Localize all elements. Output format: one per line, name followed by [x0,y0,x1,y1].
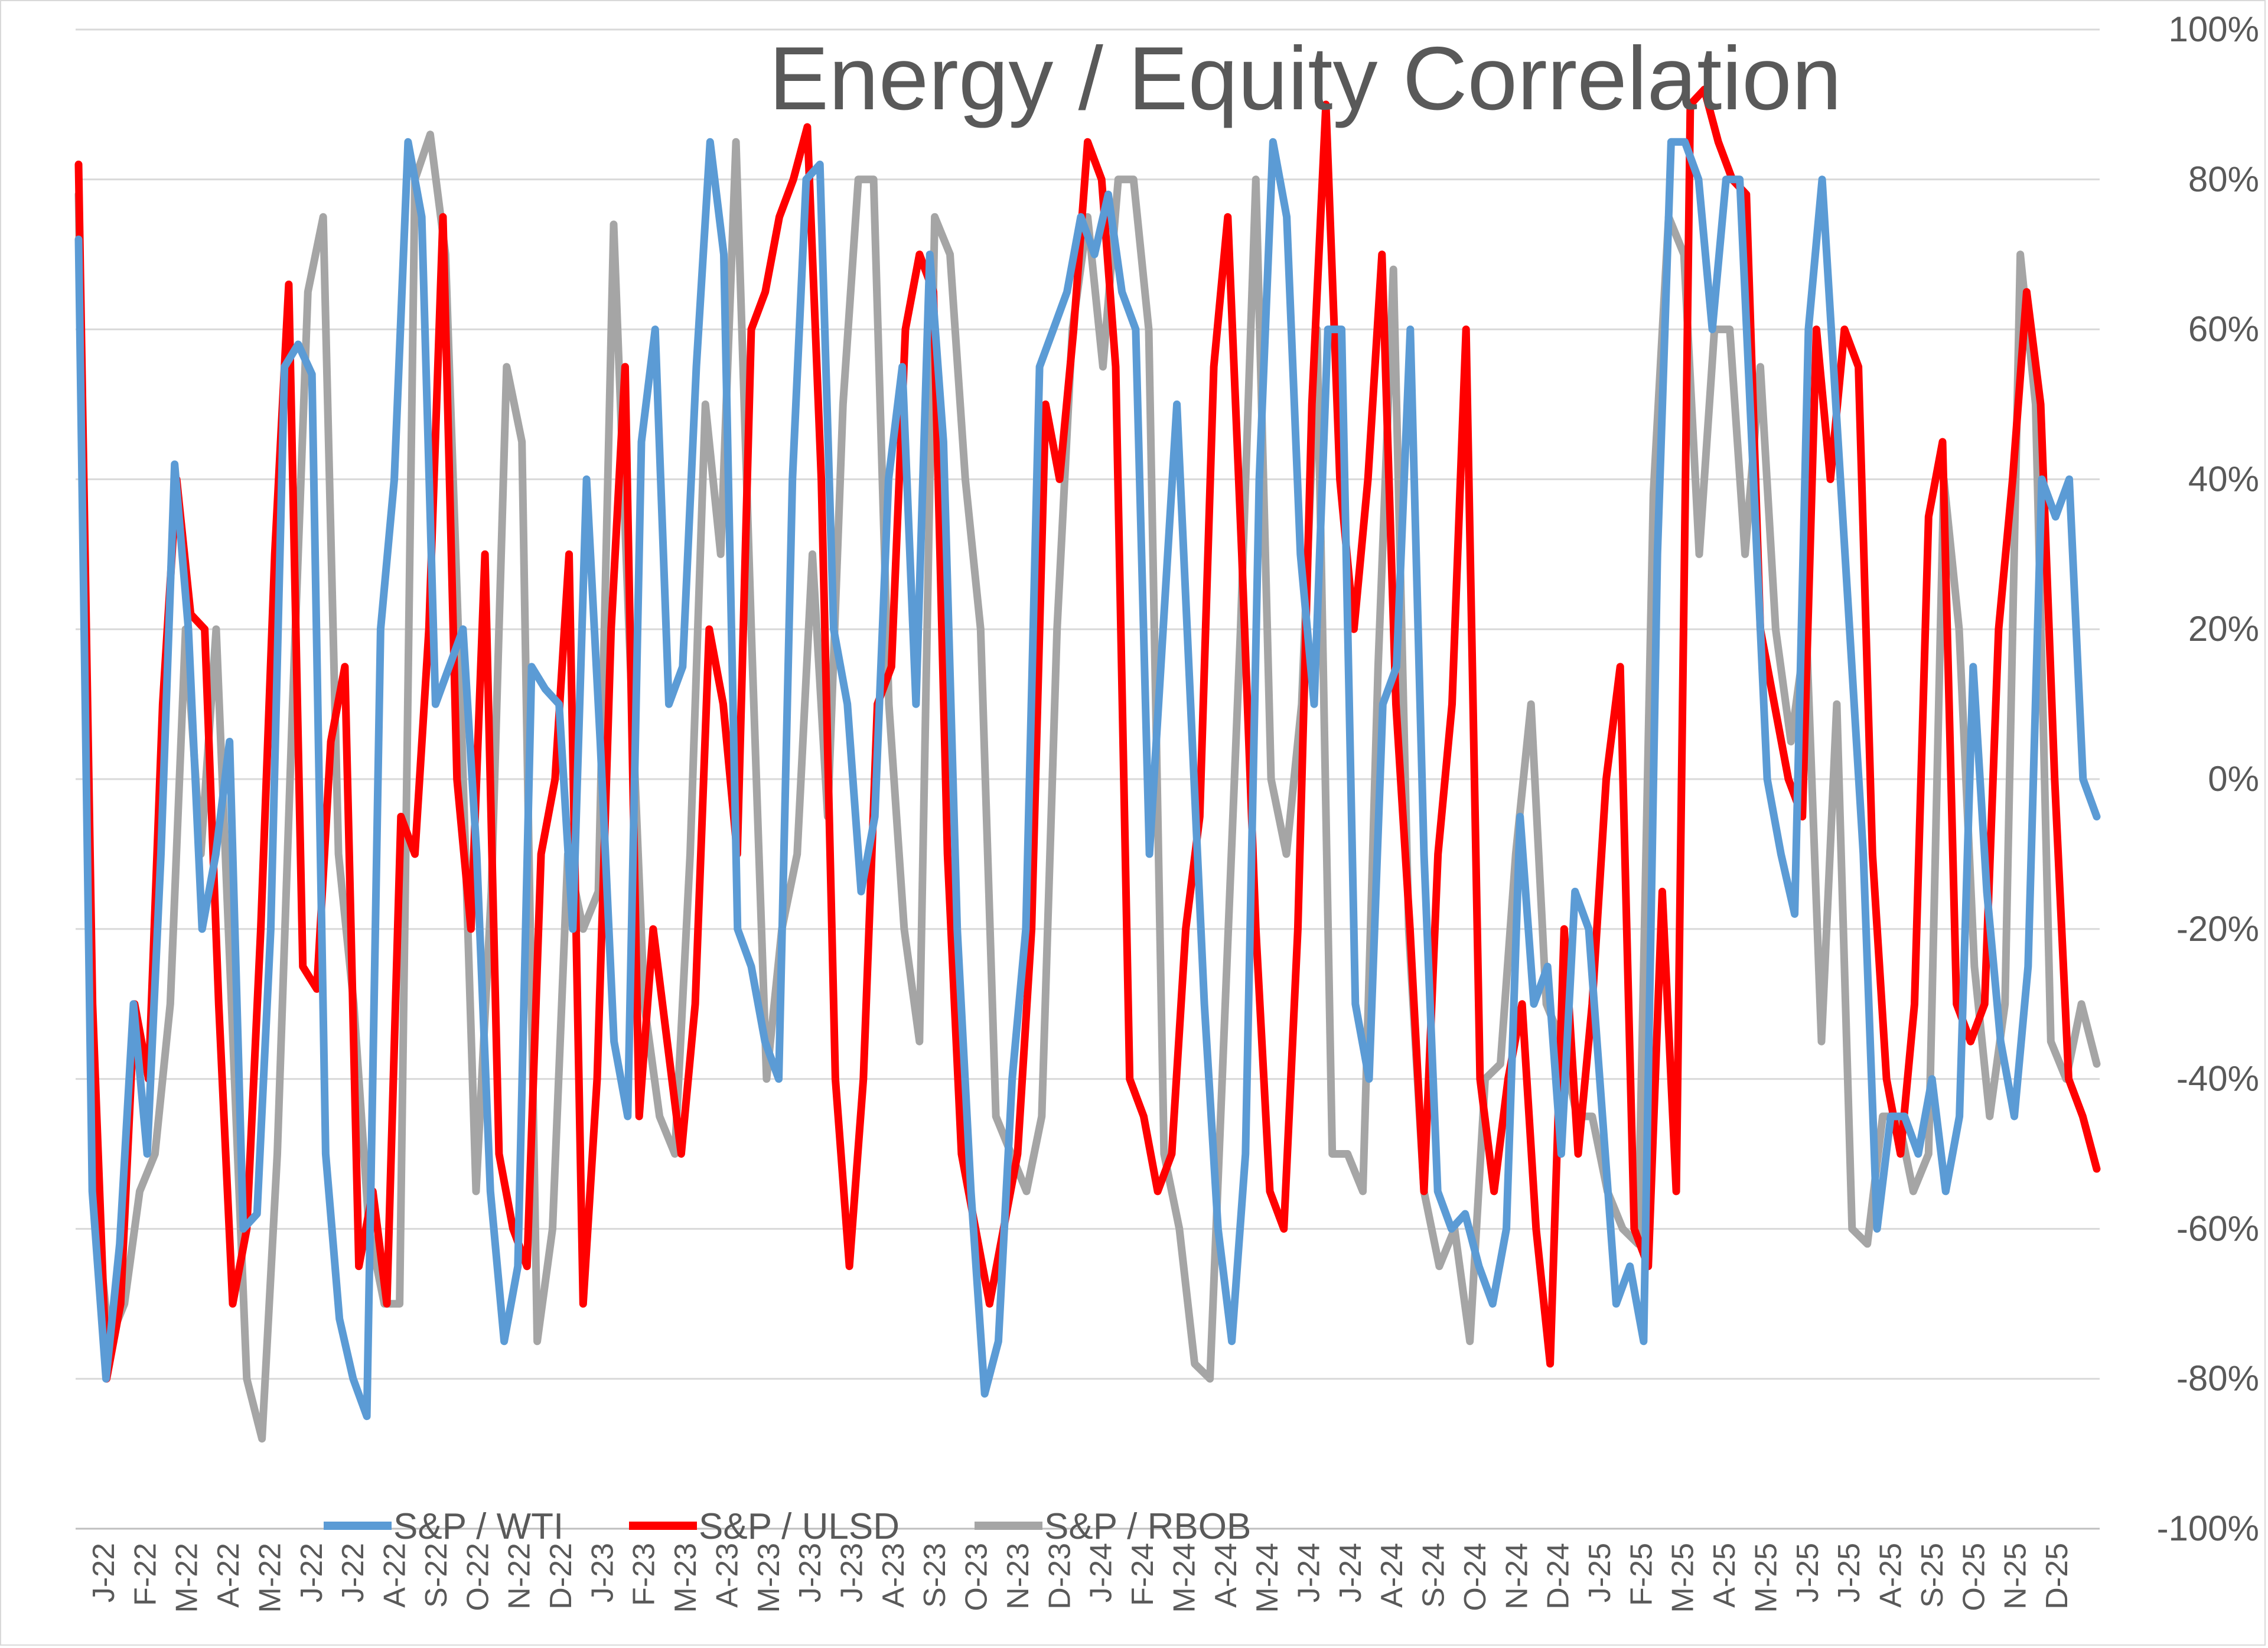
x-tick-label: O-22 [461,1543,495,1611]
y-tick-label: -80% [2176,1359,2259,1398]
x-tick-label: N-22 [503,1543,537,1610]
x-tick-label: M-25 [1666,1543,1700,1613]
x-tick-label: A-25 [1707,1543,1742,1608]
x-tick-label: M-25 [1749,1543,1784,1613]
x-tick-label: A-24 [1375,1543,1409,1608]
x-tick-label: F-25 [1624,1543,1658,1606]
y-tick-label: 0% [2208,759,2259,799]
legend: S&P / WTI S&P / ULSD S&P / RBOB [324,1506,1251,1547]
x-tick-label: N-23 [1001,1543,1035,1610]
x-tick-label: S-25 [1915,1543,1950,1608]
x-tick-label: M-23 [669,1543,703,1613]
x-tick-label: D-23 [1042,1543,1077,1610]
x-tick-label: S-22 [419,1543,454,1608]
series-lines [74,86,2101,1443]
x-tick-label: J-24 [1292,1543,1327,1603]
x-tick-label: A-23 [710,1543,744,1608]
x-tick-label: A-22 [211,1543,246,1608]
x-tick-label: M-23 [752,1543,786,1613]
x-tick-label: N-24 [1500,1543,1534,1610]
x-tick-label: J-24 [1334,1543,1368,1603]
x-tick-label: M-22 [170,1543,204,1613]
x-tick-label: J-25 [1832,1543,1866,1603]
x-tick-label: J-22 [295,1543,329,1603]
x-tick-label: J-22 [336,1543,370,1603]
x-tick-label: M-24 [1167,1543,1201,1613]
x-tick-label: M-22 [253,1543,287,1613]
x-tick-label: S-24 [1417,1543,1451,1608]
y-tick-label: 40% [2188,459,2259,499]
y-tick-label: 20% [2188,609,2259,649]
legend-label: S&P / RBOB [1044,1506,1251,1547]
y-tick-label: 100% [2169,9,2259,49]
legend-label: S&P / WTI [393,1506,563,1547]
x-tick-label: J-23 [793,1543,827,1603]
x-tick-label: F-22 [128,1543,162,1606]
x-tick-label: A-25 [1874,1543,1908,1608]
y-tick-label: -20% [2176,909,2259,949]
chart-title: Energy / Equity Correlation [769,28,1842,129]
x-tick-label: O-23 [960,1543,994,1611]
y-axis-tick-labels: 100% 80% 60% 40% 20% 0% -20% -40% -60% -80% -100% [2157,9,2259,1548]
x-tick-label: J-22 [87,1543,121,1603]
x-tick-label: J-23 [585,1543,620,1603]
x-tick-label: A-24 [1209,1543,1243,1608]
x-tick-label: J-23 [835,1543,869,1603]
x-tick-label: M-24 [1250,1543,1285,1613]
x-tick-label: A-22 [378,1543,412,1608]
x-tick-label: F-23 [627,1543,662,1606]
x-tick-label: F-24 [1126,1543,1160,1606]
x-tick-label: O-24 [1458,1543,1493,1611]
series-line-wti [74,138,2101,1421]
x-tick-label: J-24 [1084,1543,1119,1603]
y-tick-label: 80% [2188,159,2259,199]
x-tick-label: J-25 [1583,1543,1617,1603]
y-tick-label: 60% [2188,310,2259,349]
y-tick-label: -40% [2176,1059,2259,1099]
x-tick-label: S-23 [918,1543,952,1608]
x-tick-label: D-24 [1542,1543,1576,1610]
x-tick-label: D-25 [2040,1543,2074,1610]
x-tick-label: J-25 [1791,1543,1825,1603]
x-tick-label: A-23 [876,1543,911,1608]
x-tick-label: N-25 [1999,1543,2033,1610]
y-tick-label: -60% [2176,1209,2259,1248]
legend-label: S&P / ULSD [699,1506,900,1547]
y-tick-label: -100% [2157,1509,2259,1548]
x-axis-tick-labels: J-22 F-22 M-22 A-22 M-22 J-22 J-22 A-22 S-22 O-22… [87,1543,2074,1613]
x-tick-label: D-22 [544,1543,578,1610]
x-tick-label: O-25 [1957,1543,1991,1611]
